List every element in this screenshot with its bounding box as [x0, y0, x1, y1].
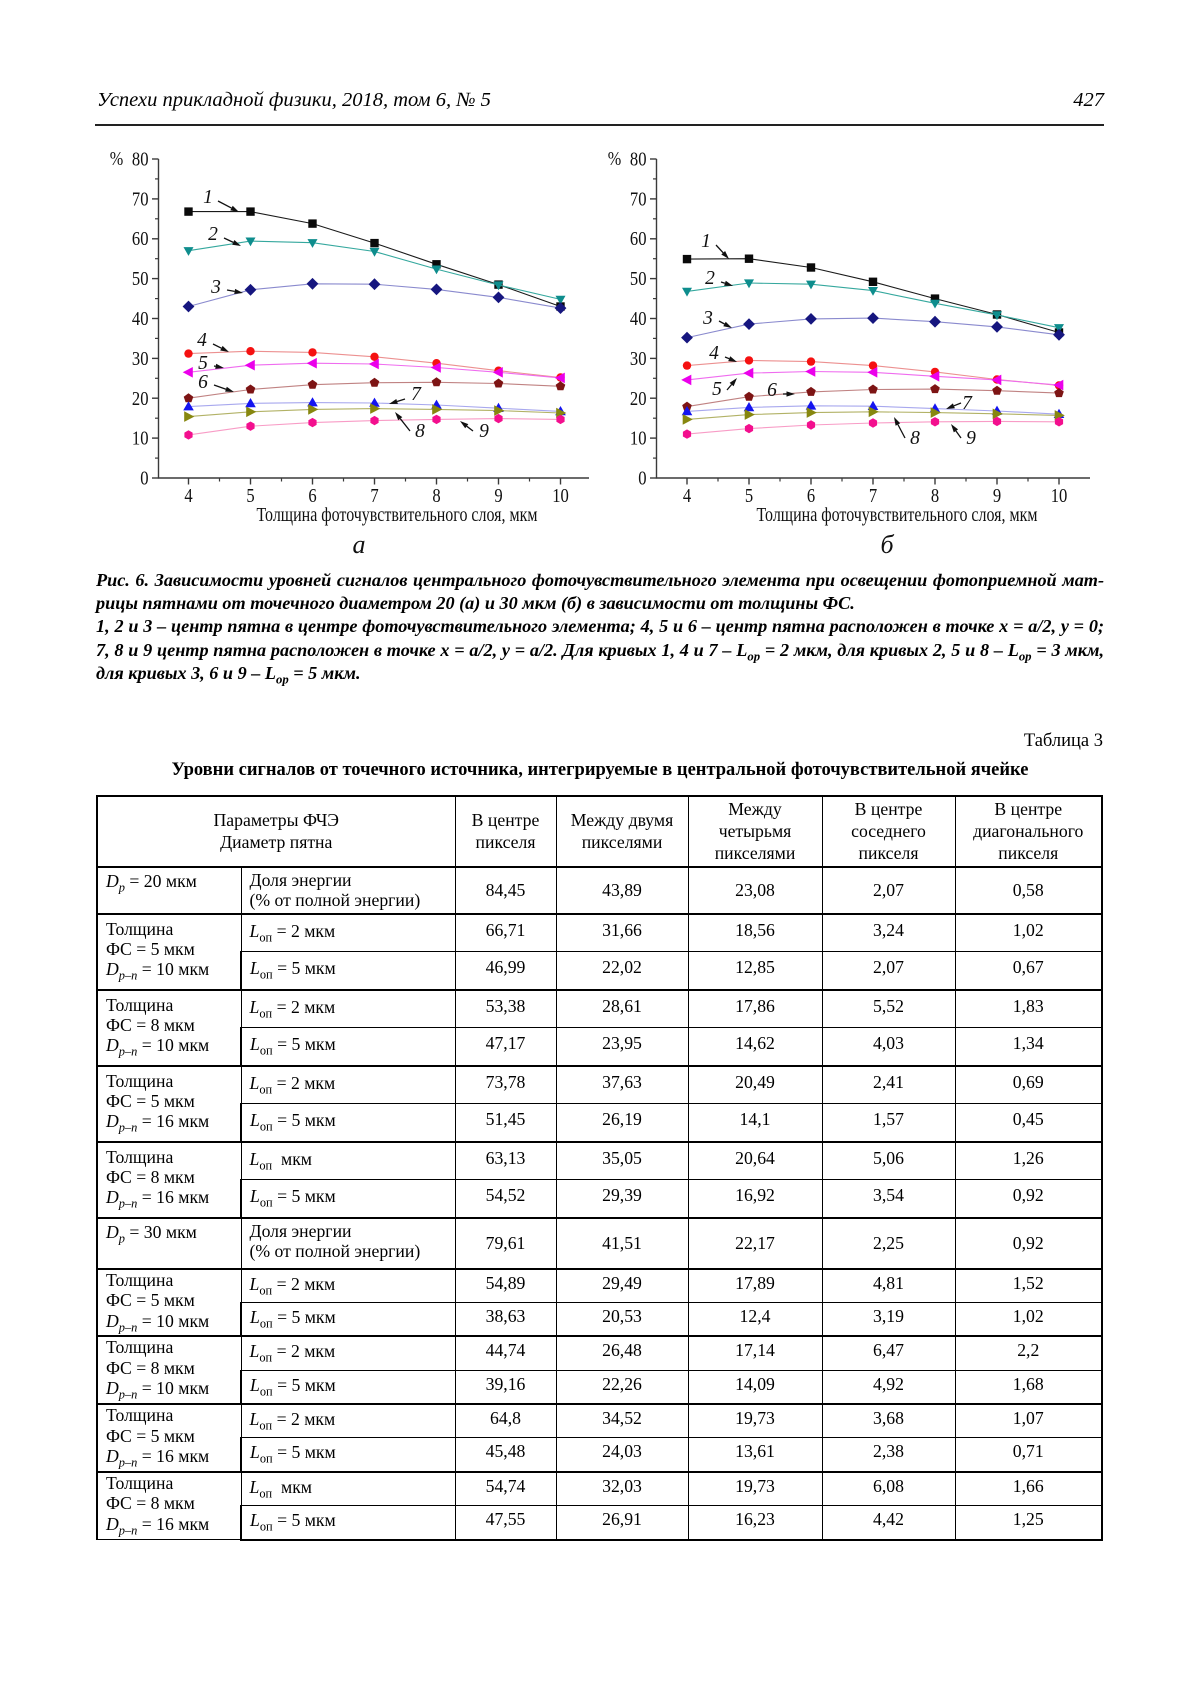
svg-text:5: 5 — [246, 486, 254, 507]
svg-text:60: 60 — [132, 229, 149, 250]
svg-text:10: 10 — [630, 429, 647, 450]
svg-text:2: 2 — [705, 268, 715, 289]
svg-text:1: 1 — [203, 187, 213, 208]
svg-text:60: 60 — [630, 229, 647, 250]
svg-text:4: 4 — [709, 343, 719, 364]
svg-text:5: 5 — [745, 486, 753, 507]
svg-text:10: 10 — [1051, 486, 1068, 507]
svg-text:50: 50 — [630, 269, 647, 290]
svg-text:4: 4 — [683, 486, 692, 507]
svg-text:50: 50 — [132, 269, 149, 290]
svg-text:%: % — [110, 149, 124, 170]
svg-text:3: 3 — [702, 308, 713, 329]
svg-text:8: 8 — [432, 486, 440, 507]
svg-text:10: 10 — [132, 429, 149, 450]
svg-text:5: 5 — [198, 353, 208, 374]
svg-text:8: 8 — [931, 486, 939, 507]
svg-text:7: 7 — [411, 384, 422, 405]
svg-text:6: 6 — [807, 486, 816, 507]
svg-text:Толщина фоточувствительного сл: Толщина фоточувствительного слоя, мкм — [757, 505, 1038, 526]
svg-text:2: 2 — [208, 224, 218, 245]
svg-text:б: б — [880, 530, 894, 559]
svg-text:6: 6 — [308, 486, 317, 507]
svg-text:8: 8 — [910, 428, 920, 449]
svg-text:5: 5 — [712, 379, 722, 400]
svg-text:30: 30 — [132, 349, 149, 370]
svg-text:9: 9 — [479, 421, 489, 442]
svg-text:20: 20 — [132, 389, 149, 410]
svg-text:80: 80 — [132, 150, 149, 171]
svg-text:7: 7 — [869, 486, 878, 507]
svg-text:80: 80 — [630, 150, 647, 171]
svg-text:1: 1 — [701, 231, 711, 252]
svg-text:6: 6 — [198, 372, 208, 393]
svg-text:7: 7 — [962, 393, 973, 414]
svg-text:0: 0 — [638, 469, 646, 490]
svg-text:3: 3 — [210, 277, 221, 298]
svg-text:а: а — [353, 530, 366, 559]
svg-text:10: 10 — [552, 486, 569, 507]
svg-text:Толщина фоточувствительного сл: Толщина фоточувствительного слоя, мкм — [257, 505, 538, 526]
svg-text:4: 4 — [197, 330, 207, 351]
svg-text:8: 8 — [415, 421, 425, 442]
svg-text:4: 4 — [184, 486, 193, 507]
svg-text:20: 20 — [630, 389, 647, 410]
svg-text:30: 30 — [630, 349, 647, 370]
svg-text:9: 9 — [494, 486, 502, 507]
svg-text:9: 9 — [966, 428, 976, 449]
svg-text:%: % — [608, 149, 622, 170]
svg-text:6: 6 — [767, 380, 777, 401]
svg-text:40: 40 — [630, 309, 647, 330]
svg-text:9: 9 — [993, 486, 1001, 507]
svg-text:40: 40 — [132, 309, 149, 330]
svg-text:0: 0 — [140, 469, 148, 490]
svg-text:7: 7 — [370, 486, 379, 507]
svg-text:70: 70 — [630, 189, 647, 210]
svg-text:70: 70 — [132, 189, 149, 210]
